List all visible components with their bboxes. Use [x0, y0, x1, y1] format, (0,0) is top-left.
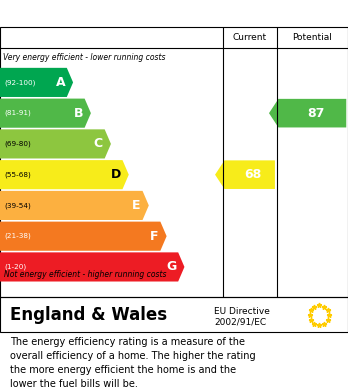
Text: A: A: [55, 76, 65, 89]
Text: (81-91): (81-91): [4, 110, 31, 117]
Text: F: F: [150, 230, 159, 243]
Text: Current: Current: [232, 33, 267, 42]
Polygon shape: [269, 99, 346, 127]
Text: (69-80): (69-80): [4, 141, 31, 147]
Text: B: B: [73, 107, 83, 120]
Text: E: E: [132, 199, 141, 212]
Polygon shape: [0, 129, 111, 158]
Text: 68: 68: [245, 168, 262, 181]
Text: The energy efficiency rating is a measure of the
overall efficiency of a home. T: The energy efficiency rating is a measur…: [10, 337, 256, 389]
Text: Very energy efficient - lower running costs: Very energy efficient - lower running co…: [3, 53, 166, 62]
Polygon shape: [0, 252, 184, 282]
Polygon shape: [0, 99, 91, 128]
Text: (39-54): (39-54): [4, 202, 31, 209]
Text: EU Directive: EU Directive: [214, 307, 270, 316]
Polygon shape: [0, 191, 149, 220]
Text: Not energy efficient - higher running costs: Not energy efficient - higher running co…: [4, 271, 167, 280]
Text: Potential: Potential: [292, 33, 332, 42]
Text: D: D: [111, 168, 121, 181]
Text: (1-20): (1-20): [4, 264, 26, 270]
Text: 2002/91/EC: 2002/91/EC: [214, 317, 266, 326]
Polygon shape: [0, 160, 129, 189]
Text: C: C: [94, 137, 103, 151]
Polygon shape: [0, 68, 73, 97]
Text: (92-100): (92-100): [4, 79, 35, 86]
Text: Energy Efficiency Rating: Energy Efficiency Rating: [73, 6, 275, 21]
Text: (21-38): (21-38): [4, 233, 31, 239]
Text: G: G: [166, 260, 176, 273]
Polygon shape: [215, 160, 275, 189]
Text: England & Wales: England & Wales: [10, 306, 168, 324]
Text: (55-68): (55-68): [4, 171, 31, 178]
Text: 87: 87: [307, 107, 324, 120]
Polygon shape: [0, 222, 167, 251]
